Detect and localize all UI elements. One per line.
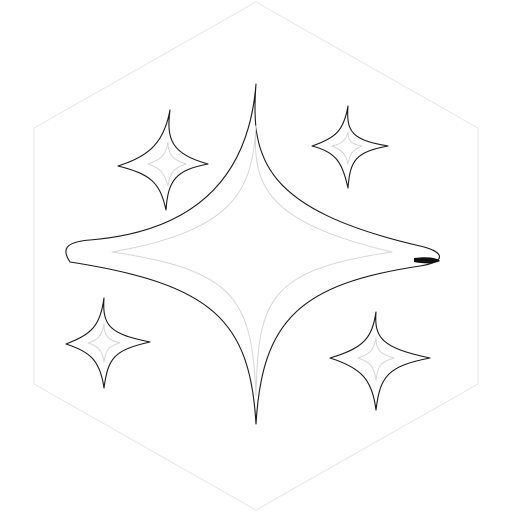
- large-sparkle-icon: [65, 83, 441, 425]
- small-sparkle-top-left-icon: [117, 109, 209, 211]
- hexagon-frame-icon: [33, 1, 479, 511]
- small-sparkle-bottom-left-icon: [65, 297, 151, 389]
- small-sparkle-top-right-icon: [311, 105, 389, 189]
- small-sparkle-bottom-right-icon: [329, 311, 431, 411]
